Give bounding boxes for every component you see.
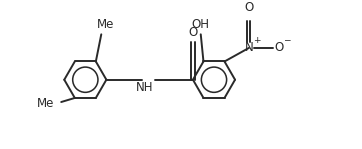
Text: Me: Me (37, 97, 54, 110)
Text: N: N (245, 41, 253, 54)
Text: NH: NH (135, 81, 153, 94)
Text: +: + (253, 36, 260, 45)
Text: O: O (274, 41, 283, 54)
Text: −: − (283, 35, 290, 44)
Text: Me: Me (97, 18, 114, 31)
Text: O: O (188, 26, 198, 39)
Text: OH: OH (192, 18, 210, 31)
Text: O: O (244, 1, 254, 14)
